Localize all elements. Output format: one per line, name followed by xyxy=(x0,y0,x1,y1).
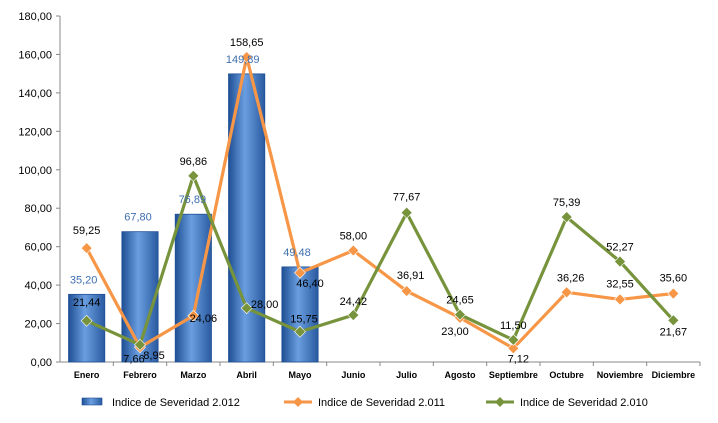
y-tick-label: 180,00 xyxy=(18,11,52,23)
series-marker xyxy=(80,314,93,327)
x-tick-label: Abril xyxy=(236,370,257,380)
x-tick-label: Noviembre xyxy=(597,370,644,380)
x-tick-label: Julio xyxy=(396,370,418,380)
series-marker xyxy=(134,338,146,351)
series-marker xyxy=(400,285,413,297)
bar xyxy=(281,266,319,363)
y-tick-label: 100,00 xyxy=(18,165,52,177)
series-marker xyxy=(400,206,413,219)
bar-data-label: 67,80 xyxy=(124,212,152,224)
y-tick-label: 160,00 xyxy=(18,49,52,61)
series-marker xyxy=(667,287,680,300)
legend-label: Indice de Severidad 2.010 xyxy=(520,397,648,409)
x-tick-label: Febrero xyxy=(123,370,157,380)
line-data-label: 8,95 xyxy=(143,350,164,362)
y-tick-label: 140,00 xyxy=(18,88,52,100)
line-data-label: 7,66 xyxy=(123,353,144,365)
legend-item: Indice de Severidad 2.011 xyxy=(284,397,445,409)
axes: 0,00 20,00 40,00 60,00 80,00 100,00 120,00 140,… xyxy=(18,11,701,380)
x-tick-label: Agosto xyxy=(445,370,476,380)
series-marker xyxy=(240,302,253,315)
legend-label: Indice de Severidad 2.011 xyxy=(318,397,445,409)
series-marker xyxy=(187,169,200,182)
x-tick-label: Septiembre xyxy=(489,370,538,380)
bar-data-label: 149,89 xyxy=(226,54,260,66)
y-tick-label: 60,00 xyxy=(24,242,52,254)
series-marker xyxy=(294,266,306,279)
x-tick-label: Enero xyxy=(74,370,100,380)
series-marker xyxy=(667,314,680,327)
x-tick-label: Diciembre xyxy=(652,370,696,380)
x-tick-label: Octubre xyxy=(549,370,584,380)
line-data-label: 75,39 xyxy=(553,197,581,209)
line-data-label: 21,44 xyxy=(73,297,101,309)
line-data-label: 96,86 xyxy=(180,156,208,168)
data-labels: 35,20 67,80 76,89 149,89 49,48 59,25 7,66 24,06… xyxy=(70,37,687,365)
line-data-label: 21,67 xyxy=(660,326,688,338)
y-tick-label: 120,00 xyxy=(18,126,52,138)
bar xyxy=(174,213,212,363)
x-tick-label: Mayo xyxy=(288,370,312,380)
line-series xyxy=(80,51,680,355)
line-data-label: 24,06 xyxy=(190,313,218,325)
line-data-label: 52,27 xyxy=(606,242,634,254)
legend-label: Indice de Severidad 2.012 xyxy=(112,397,240,409)
legend-swatch-marker xyxy=(495,397,505,407)
bar-data-label: 35,20 xyxy=(70,274,98,286)
series-marker xyxy=(347,309,360,321)
series-marker xyxy=(294,325,306,338)
series-marker xyxy=(614,255,626,268)
bar-data-label: 49,48 xyxy=(283,247,311,259)
line-data-label: 35,60 xyxy=(660,273,688,285)
line-data-label: 23,00 xyxy=(441,326,469,338)
series-line xyxy=(85,55,674,350)
series-line xyxy=(86,174,675,347)
line-data-label: 77,67 xyxy=(393,192,421,204)
legend-swatch xyxy=(81,397,103,406)
series-marker xyxy=(560,211,573,224)
legend-item: Indice de Severidad 2.010 xyxy=(486,397,648,409)
series-marker xyxy=(240,51,253,63)
y-tick-label: 40,00 xyxy=(24,280,52,292)
line-data-label: 24,65 xyxy=(446,295,474,307)
line-data-label: 46,40 xyxy=(296,278,324,290)
series-marker xyxy=(507,333,520,346)
legend-item: Indice de Severidad 2.012 xyxy=(81,397,240,409)
series-marker xyxy=(507,342,520,355)
line-data-label: 32,55 xyxy=(606,278,634,290)
line-data-label: 36,91 xyxy=(397,270,425,282)
series-marker xyxy=(454,308,466,321)
line-data-label: 24,42 xyxy=(340,296,368,308)
series-marker xyxy=(614,293,626,306)
y-tick-label: 80,00 xyxy=(24,203,52,215)
y-tick-label: 20,00 xyxy=(24,319,52,331)
series-marker xyxy=(187,309,200,322)
line-data-label: 28,00 xyxy=(251,299,279,311)
line-data-label: 158,65 xyxy=(230,37,264,49)
line-data-label: 59,25 xyxy=(73,225,101,237)
line-data-label: 36,26 xyxy=(557,272,585,284)
series-marker xyxy=(80,242,93,255)
legend: Indice de Severidad 2.012 Indice de Sever… xyxy=(81,397,648,409)
line-data-label: 11,50 xyxy=(500,320,527,332)
legend-swatch-marker xyxy=(293,397,303,407)
series-marker xyxy=(347,244,360,257)
line-data-label: 58,00 xyxy=(340,231,368,243)
y-tick-label: 0,00 xyxy=(31,357,52,369)
line-data-label: 15,75 xyxy=(290,314,318,326)
bar xyxy=(68,293,106,363)
series-marker xyxy=(560,286,573,299)
bar-data-label: 76,89 xyxy=(179,194,207,206)
line-data-label: 7,12 xyxy=(508,353,529,365)
x-tick-label: Junio xyxy=(341,370,366,380)
x-tick-label: Marzo xyxy=(180,370,207,380)
